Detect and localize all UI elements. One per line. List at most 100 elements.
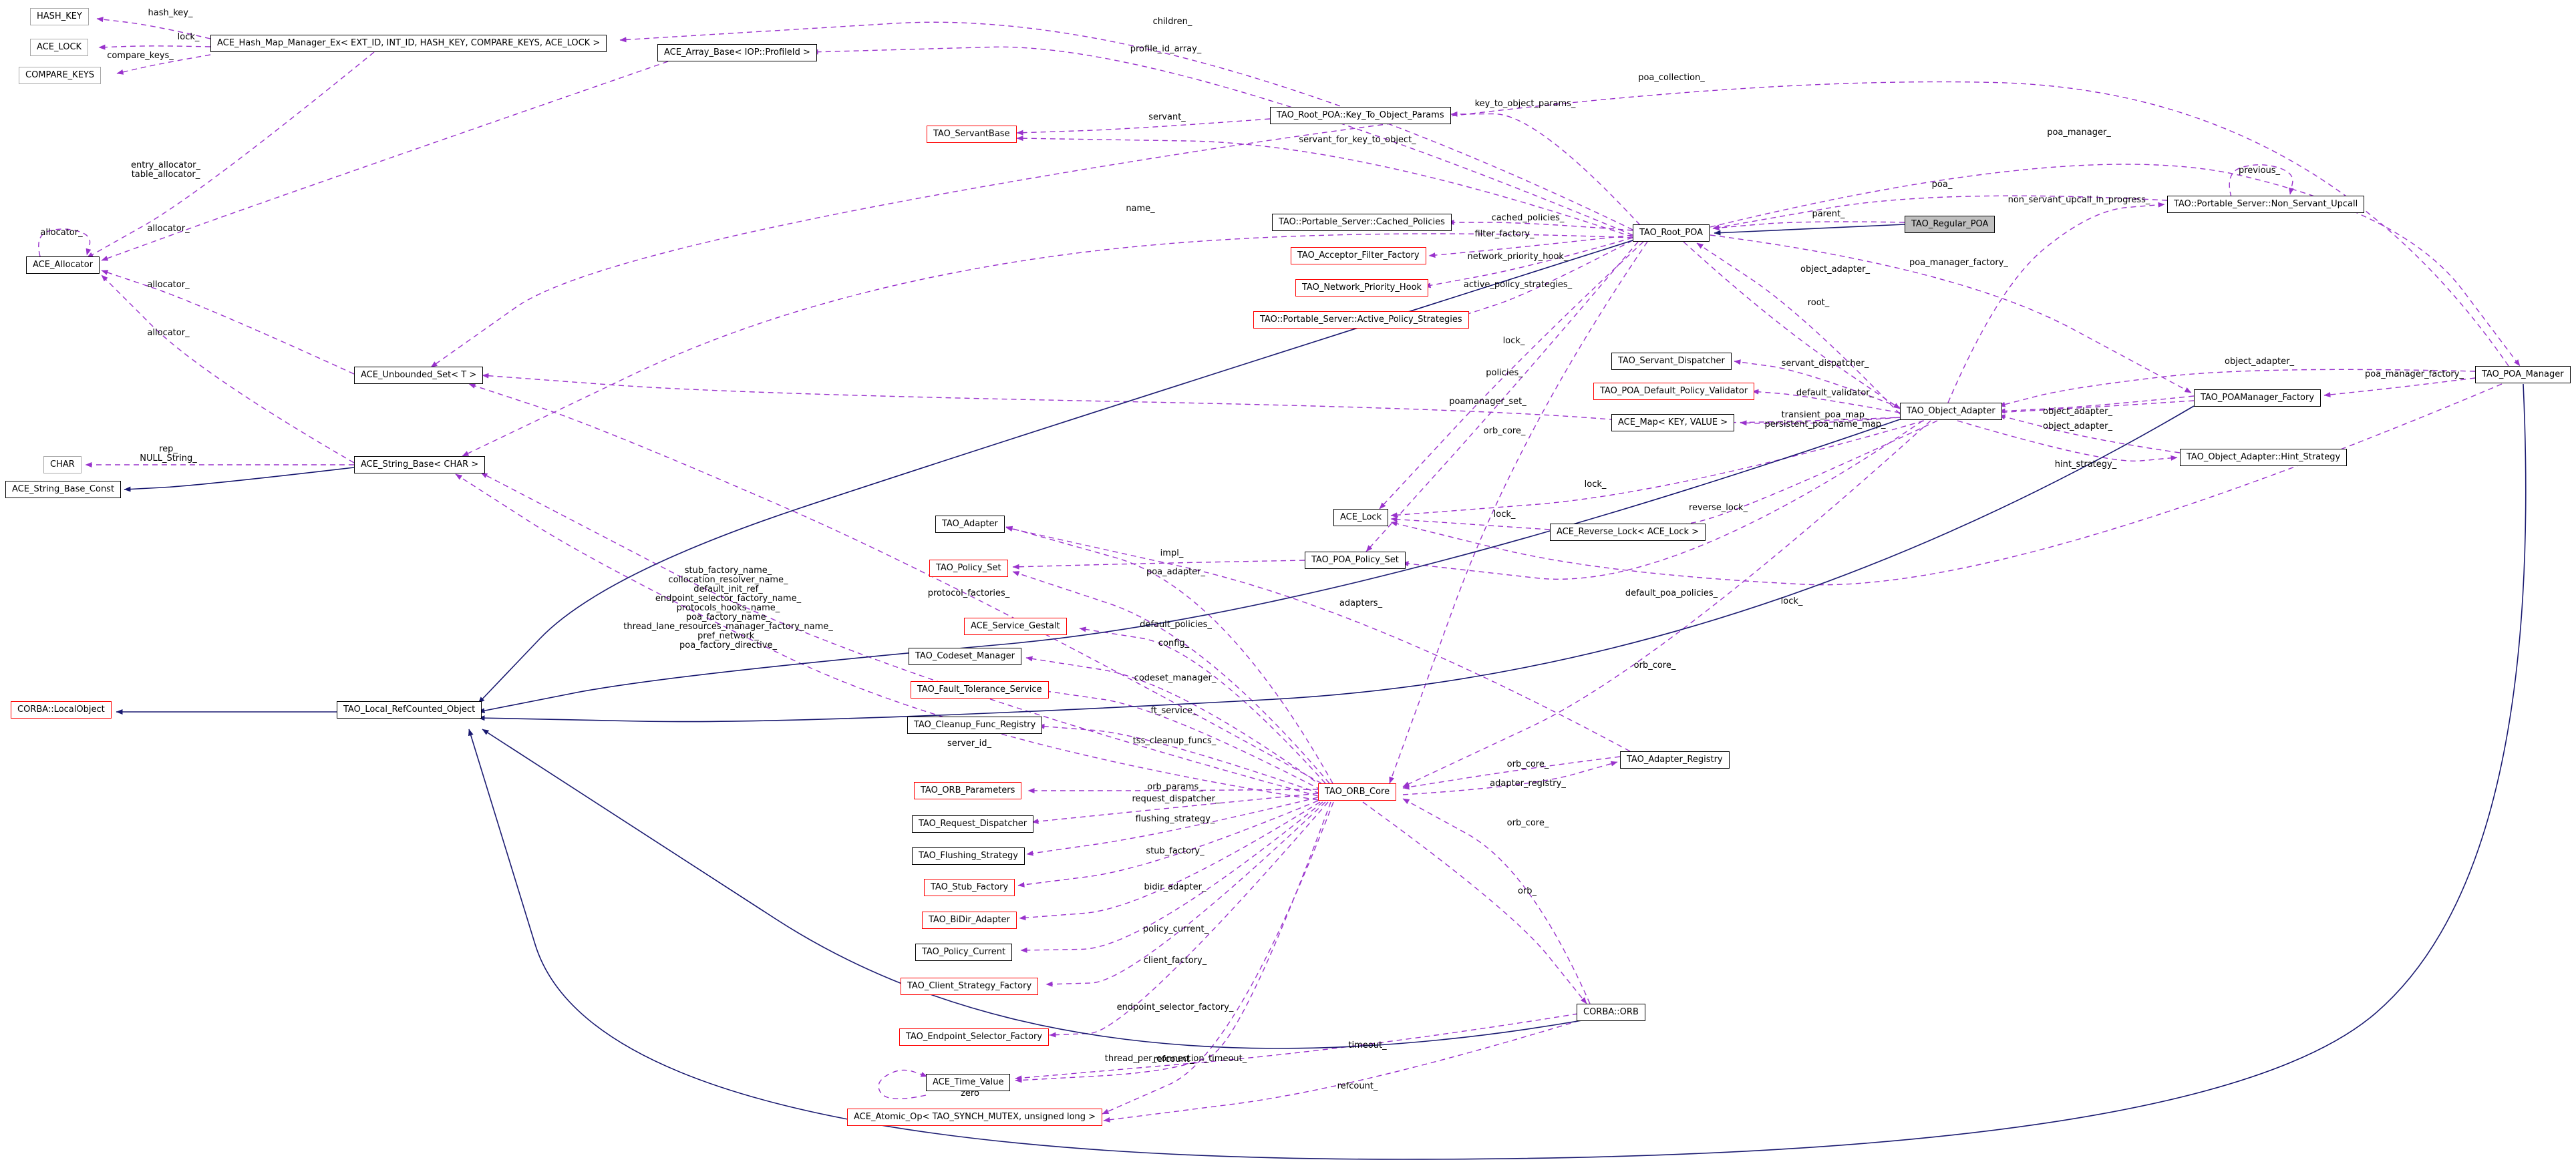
edge-label: poa_adapter_ [1146,567,1206,577]
class-node-string_base[interactable]: ACE_String_Base< CHAR > [354,456,486,473]
usage-edge [1020,801,1323,953]
usage-edge [430,81,2509,368]
class-node-policy_validator[interactable]: TAO_POA_Default_Policy_Validator [1593,383,1755,400]
edge-label: protocol_factories_ [927,588,1010,598]
class-node-policy_current[interactable]: TAO_Policy_Current [915,944,1013,961]
usage-edge [1026,797,1319,856]
usage-edge [1947,202,2165,403]
usage-edge [1012,560,1305,570]
edge-label: servant_ [1148,112,1186,122]
usage-edge [1031,793,1319,825]
usage-edge [480,472,1319,797]
edge-label: object_adapter_ [2225,357,2294,367]
usage-edge [96,17,211,39]
usage-edge [1037,723,1321,794]
class-node-servant_base[interactable]: TAO_ServantBase [927,126,1017,143]
class-node-poamanager_factory[interactable]: TAO_POAManager_Factory [2194,389,2321,407]
usage-edge [1016,118,1271,136]
class-node-ace_map[interactable]: ACE_Map< KEY, VALUE > [1611,414,1735,431]
class-node-regular_poa[interactable]: TAO_Regular_POA [1905,216,1995,233]
class-node-active_policy[interactable]: TAO::Portable_Server::Active_Policy_Stra… [1253,311,1469,329]
edge-label: orb_ [1517,886,1537,896]
class-node-compare_keys[interactable]: COMPARE_KEYS [19,67,102,84]
class-node-tao_adapter[interactable]: TAO_Adapter [935,516,1005,533]
edge-label: tss_cleanup_funcs_ [1132,736,1217,746]
edge-label: key_to_object_params_ [1474,99,1576,109]
class-node-service_gestalt[interactable]: ACE_Service_Gestalt [964,618,1067,635]
class-node-ace_lock[interactable]: ACE_Lock [1333,509,1389,526]
class-node-orb_parameters[interactable]: TAO_ORB_Parameters [914,782,1022,799]
edge-label: default_validator_ [1796,388,1875,398]
class-node-orb_core[interactable]: TAO_ORB_Core [1318,783,1397,801]
class-node-hash_key[interactable]: HASH_KEY [30,8,89,25]
usage-edge [1390,383,2503,586]
usage-edge [1365,241,1639,552]
class-node-policy_set[interactable]: TAO_Policy_Set [929,560,1008,577]
edge-label: impl_ [1160,548,1184,558]
edge-label: servant_for_key_to_object_ [1299,135,1416,145]
class-node-stub_factory[interactable]: TAO_Stub_Factory [924,879,1015,896]
edge-label: lock_ [1584,479,1607,490]
class-node-flushing_strategy[interactable]: TAO_Flushing_Strategy [912,847,1025,865]
edge-label: refcount_ [1153,1054,1194,1064]
edge-label: poa_collection_ [1638,73,1705,83]
usage-edge [1710,164,2521,367]
class-node-endpoint_selector[interactable]: TAO_Endpoint_Selector_Factory [899,1028,1050,1046]
inheritance-edge [124,467,355,492]
class-node-acceptor_filter[interactable]: TAO_Acceptor_Filter_Factory [1291,247,1426,264]
edge-label: filter_factory_ [1474,229,1535,239]
edge-label: request_dispatcher_ [1132,794,1220,804]
edge-label: adapter_registry_ [1490,779,1566,789]
class-node-ace_lock_param[interactable]: ACE_LOCK [30,39,89,56]
class-node-fault_tolerance[interactable]: TAO_Fault_Tolerance_Service [911,681,1049,699]
class-node-poa_manager[interactable]: TAO_POA_Manager [2475,366,2571,383]
class-node-adapter_registry[interactable]: TAO_Adapter_Registry [1620,751,1730,769]
edge-label: orb_core_ [1633,660,1676,670]
class-node-codeset_manager[interactable]: TAO_Codeset_Manager [909,648,1021,665]
class-node-bidir_adapter[interactable]: TAO_BiDir_Adapter [922,912,1017,929]
class-node-ace_allocator[interactable]: ACE_Allocator [26,256,100,274]
class-node-key_to_object[interactable]: TAO_Root_POA::Key_To_Object_Params [1270,107,1451,124]
edge-label: rep_ NULL_String_ [140,444,197,463]
edge-label: object_adapter_ [2043,407,2112,417]
edge-label: client_factory_ [1143,956,1207,966]
edge-label: poa_manager_ [2047,128,2111,138]
class-node-hint_strategy[interactable]: TAO_Object_Adapter::Hint_Strategy [2180,449,2348,466]
class-node-atomic_op[interactable]: ACE_Atomic_Op< TAO_SYNCH_MUTEX, unsigned… [847,1109,1103,1126]
class-node-refcounted[interactable]: TAO_Local_RefCounted_Object [337,701,482,719]
usage-edge [1015,1013,1579,1081]
class-node-poa_policy_set[interactable]: TAO_POA_Policy_Set [1305,552,1406,569]
edge-label: lock_ [1780,596,1803,606]
class-node-char_param[interactable]: CHAR [43,456,82,473]
usage-edge [1049,801,1329,1038]
edge-label: stub_factory_ [1146,846,1204,856]
class-node-client_strategy[interactable]: TAO_Client_Strategy_Factory [901,978,1039,995]
class-node-request_dispatcher[interactable]: TAO_Request_Dispatcher [912,815,1034,833]
class-node-network_priority[interactable]: TAO_Network_Priority_Hook [1295,279,1429,297]
class-node-time_value[interactable]: ACE_Time_Value [926,1074,1011,1091]
class-node-unbounded_set[interactable]: ACE_Unbounded_Set< T > [354,367,484,384]
usage-edge [86,51,375,258]
class-node-corba_orb[interactable]: CORBA::ORB [1577,1004,1645,1021]
edge-label: hint_strategy_ [2054,459,2117,469]
class-node-non_servant_upcall[interactable]: TAO::Portable_Server::Non_Servant_Upcall [2167,196,2365,213]
inheritance-edge [1714,224,1905,236]
edge-label: allocator_ [147,328,190,338]
class-node-array_base[interactable]: ACE_Array_Base< IOP::ProfileId > [657,44,817,61]
class-node-hash_map[interactable]: ACE_Hash_Map_Manager_Ex< EXT_ID, INT_ID,… [210,35,607,52]
class-node-cached_policies[interactable]: TAO::Portable_Server::Cached_Policies [1272,214,1452,231]
class-node-root_poa[interactable]: TAO_Root_POA [1633,224,1710,242]
edge-label: allocator_ [147,280,190,290]
class-node-object_adapter[interactable]: TAO_Object_Adapter [1900,403,2002,420]
class-node-cleanup_registry[interactable]: TAO_Cleanup_Func_Registry [907,717,1043,734]
class-node-string_base_const[interactable]: ACE_String_Base_Const [5,481,122,498]
edge-label: parent_ [1812,209,1845,219]
edge-label: name_ [1126,204,1155,214]
usage-edge [1017,800,1319,888]
class-node-local_object[interactable]: CORBA::LocalObject [11,701,112,719]
class-node-servant_dispatcher[interactable]: TAO_Servant_Dispatcher [1611,353,1732,370]
class-node-reverse_lock[interactable]: ACE_Reverse_Lock< ACE_Lock > [1550,524,1706,541]
edge-label: reverse_lock_ [1688,503,1748,513]
